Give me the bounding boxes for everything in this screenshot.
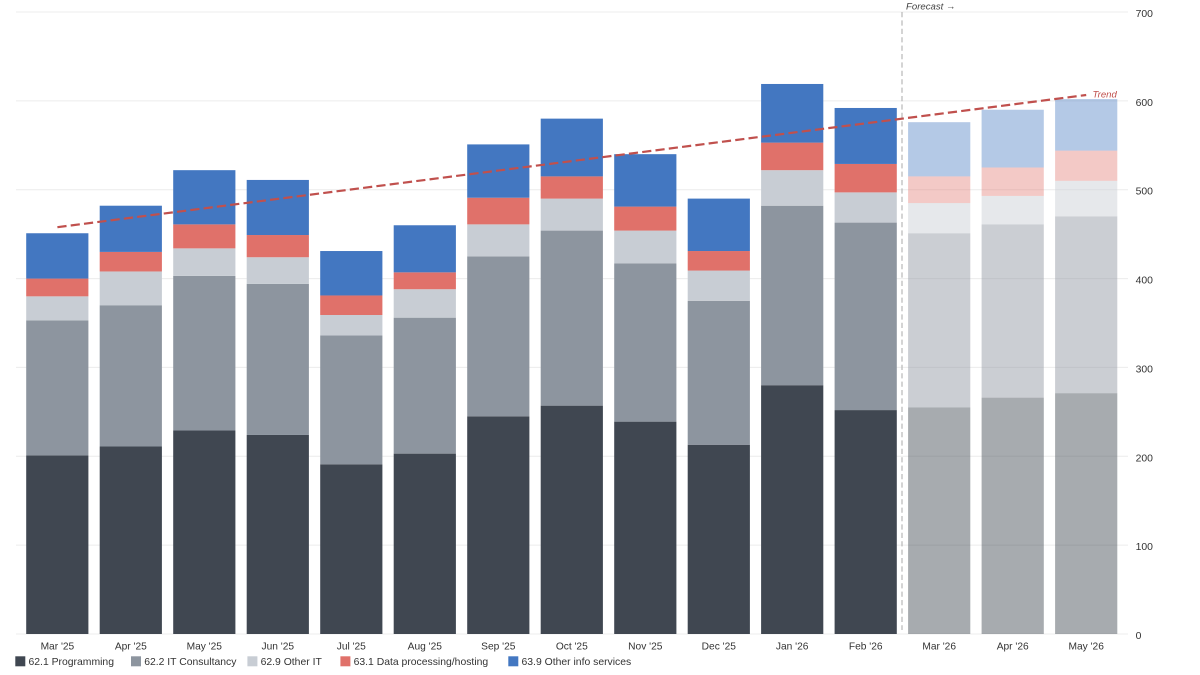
svg-text:May '25: May '25: [187, 641, 223, 652]
svg-text:Sep '25: Sep '25: [481, 641, 516, 652]
svg-text:Nov '25: Nov '25: [628, 641, 663, 652]
svg-text:63.1 Data processing/hosting: 63.1 Data processing/hosting: [354, 657, 489, 668]
svg-text:Aug '25: Aug '25: [408, 641, 443, 652]
svg-text:62.2 IT Consultancy: 62.2 IT Consultancy: [144, 657, 237, 668]
svg-text:Jan '26: Jan '26: [776, 641, 809, 652]
svg-text:100: 100: [1136, 542, 1154, 553]
svg-text:Jul '25: Jul '25: [337, 641, 366, 652]
svg-text:May '26: May '26: [1069, 641, 1105, 652]
svg-text:500: 500: [1136, 187, 1154, 198]
svg-text:Apr '26: Apr '26: [997, 641, 1029, 652]
svg-text:Apr '25: Apr '25: [115, 641, 147, 652]
svg-text:600: 600: [1136, 98, 1154, 109]
svg-text:62.9 Other IT: 62.9 Other IT: [261, 657, 323, 668]
svg-text:63.9 Other info services: 63.9 Other info services: [522, 657, 632, 668]
svg-text:Trend: Trend: [1093, 90, 1118, 101]
svg-text:Dec '25: Dec '25: [702, 641, 737, 652]
svg-text:0: 0: [1136, 631, 1142, 642]
svg-text:Feb '26: Feb '26: [849, 641, 883, 652]
svg-text:Oct '25: Oct '25: [556, 641, 588, 652]
svg-text:200: 200: [1136, 453, 1154, 464]
svg-text:62.1 Programming: 62.1 Programming: [29, 657, 115, 668]
svg-text:700: 700: [1136, 9, 1154, 20]
svg-text:Mar '26: Mar '26: [922, 641, 956, 652]
svg-text:Mar '25: Mar '25: [41, 641, 75, 652]
svg-text:Jun '25: Jun '25: [262, 641, 295, 652]
svg-text:Forecast →: Forecast →: [906, 2, 956, 13]
svg-text:400: 400: [1136, 276, 1154, 287]
svg-text:300: 300: [1136, 364, 1154, 375]
